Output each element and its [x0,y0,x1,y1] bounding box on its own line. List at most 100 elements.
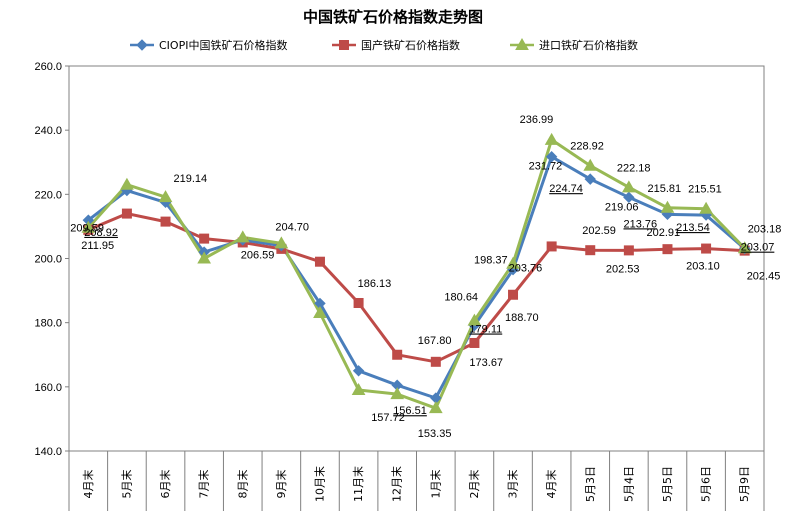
data-label: 222.18 [617,162,651,174]
x-tick-label: 9月末 [274,470,288,499]
data-point [274,236,289,249]
y-tick-label: 140.0 [34,446,62,458]
x-tick-label: 11月末 [351,466,365,502]
data-point [121,208,132,219]
x-tick-label: 6月末 [158,470,172,499]
data-point [314,256,325,267]
data-point [352,365,365,377]
data-label: 231.72 [529,161,563,173]
data-label: 228.92 [570,141,604,153]
data-label: 203.76 [509,262,543,274]
data-label: 203.07 [741,242,775,254]
plot-area [68,65,765,452]
y-tick-label: 220.0 [34,189,62,201]
data-label: 219.06 [605,201,639,213]
data-point [390,387,405,400]
data-label: 206.59 [241,249,275,261]
data-point [660,200,675,213]
data-label: 202.45 [747,271,781,283]
data-label: 213.54 [676,222,710,234]
data-point [508,289,519,300]
x-tick-label: 5月5日 [661,466,674,502]
x-tick-label: 2月末 [467,470,481,499]
x-tick-label: 5月4日 [622,466,635,502]
series-line [87,138,746,410]
data-point [235,230,250,243]
data-label: 167.80 [418,335,452,347]
legend-marker [339,40,349,50]
legend-marker [515,37,529,50]
data-point [546,241,557,252]
data-point [428,401,443,414]
data-point [701,243,712,254]
x-tick-label: 5月末 [119,470,133,499]
data-label: 203.18 [748,223,782,235]
data-point [160,216,171,227]
series-line [87,212,745,364]
data-label: 173.67 [469,357,503,369]
data-label: 219.14 [174,173,208,185]
y-tick-label: 160.0 [34,382,62,394]
x-tick-label: 12月末 [390,466,404,502]
data-point [351,383,366,396]
data-point [506,256,520,269]
axes: 140.0 160.0 180.0 200.0 220.0 240.0 260.0 4月末 5月… [34,61,765,511]
series-markers [81,132,752,414]
data-point [544,132,559,145]
x-tick-label: 10月末 [312,466,326,502]
data-point [81,220,96,233]
data-label: 186.13 [358,278,392,290]
data-label: 202.91 [646,227,680,239]
x-tick-label: 8月末 [235,470,249,499]
data-point [583,158,598,171]
legend-marker [136,39,148,51]
data-label: 236.99 [520,114,554,126]
data-point [467,313,482,326]
data-point [584,173,596,185]
data-label: 213.76 [623,218,657,230]
x-tick-label: 5月3日 [584,466,597,502]
data-label: 188.70 [505,312,539,324]
x-tick-label: 4月末 [544,470,558,499]
data-point [430,356,441,367]
data-point [699,201,713,214]
x-tick-label: 4月末 [81,470,95,499]
y-tick-label: 180.0 [34,318,62,330]
data-label: 215.81 [647,183,681,195]
series-lines [87,138,746,410]
data-point [197,251,212,264]
data-label: 202.53 [606,263,640,275]
data-label: 180.64 [444,292,478,304]
data-point [737,241,752,254]
data-point [623,191,635,204]
data-label: 215.51 [688,184,722,196]
data-point [469,337,480,348]
data-label: 179.11 [469,324,502,336]
data-label: 203.10 [686,261,720,273]
data-point [120,177,134,190]
x-tick-label: 5月6日 [700,466,713,502]
legend-label: 国产铁矿石价格指数 [361,38,460,52]
y-tick-label: 240.0 [34,125,62,137]
data-point [662,244,673,255]
data-point [353,297,364,308]
data-label: 204.70 [275,221,309,233]
data-label: 157.72 [371,412,405,424]
data-point [158,190,173,203]
data-label: 211.95 [81,240,114,252]
y-tick-label: 260.0 [34,61,62,73]
data-point [623,245,634,256]
x-tick-label: 7月末 [197,470,211,499]
data-point [199,233,210,244]
data-label: 153.35 [418,428,452,440]
data-label: 202.59 [582,225,616,237]
data-label: 209.59 [70,223,104,235]
x-tick-label: 3月末 [506,470,520,499]
legend: CIOPI中国铁矿石价格指数 国产铁矿石价格指数 进口铁矿石价格指数 [130,37,638,52]
data-label: 208.92 [84,227,118,239]
x-tick-label: 1月末 [428,470,442,499]
legend-label: 进口铁矿石价格指数 [539,38,638,52]
